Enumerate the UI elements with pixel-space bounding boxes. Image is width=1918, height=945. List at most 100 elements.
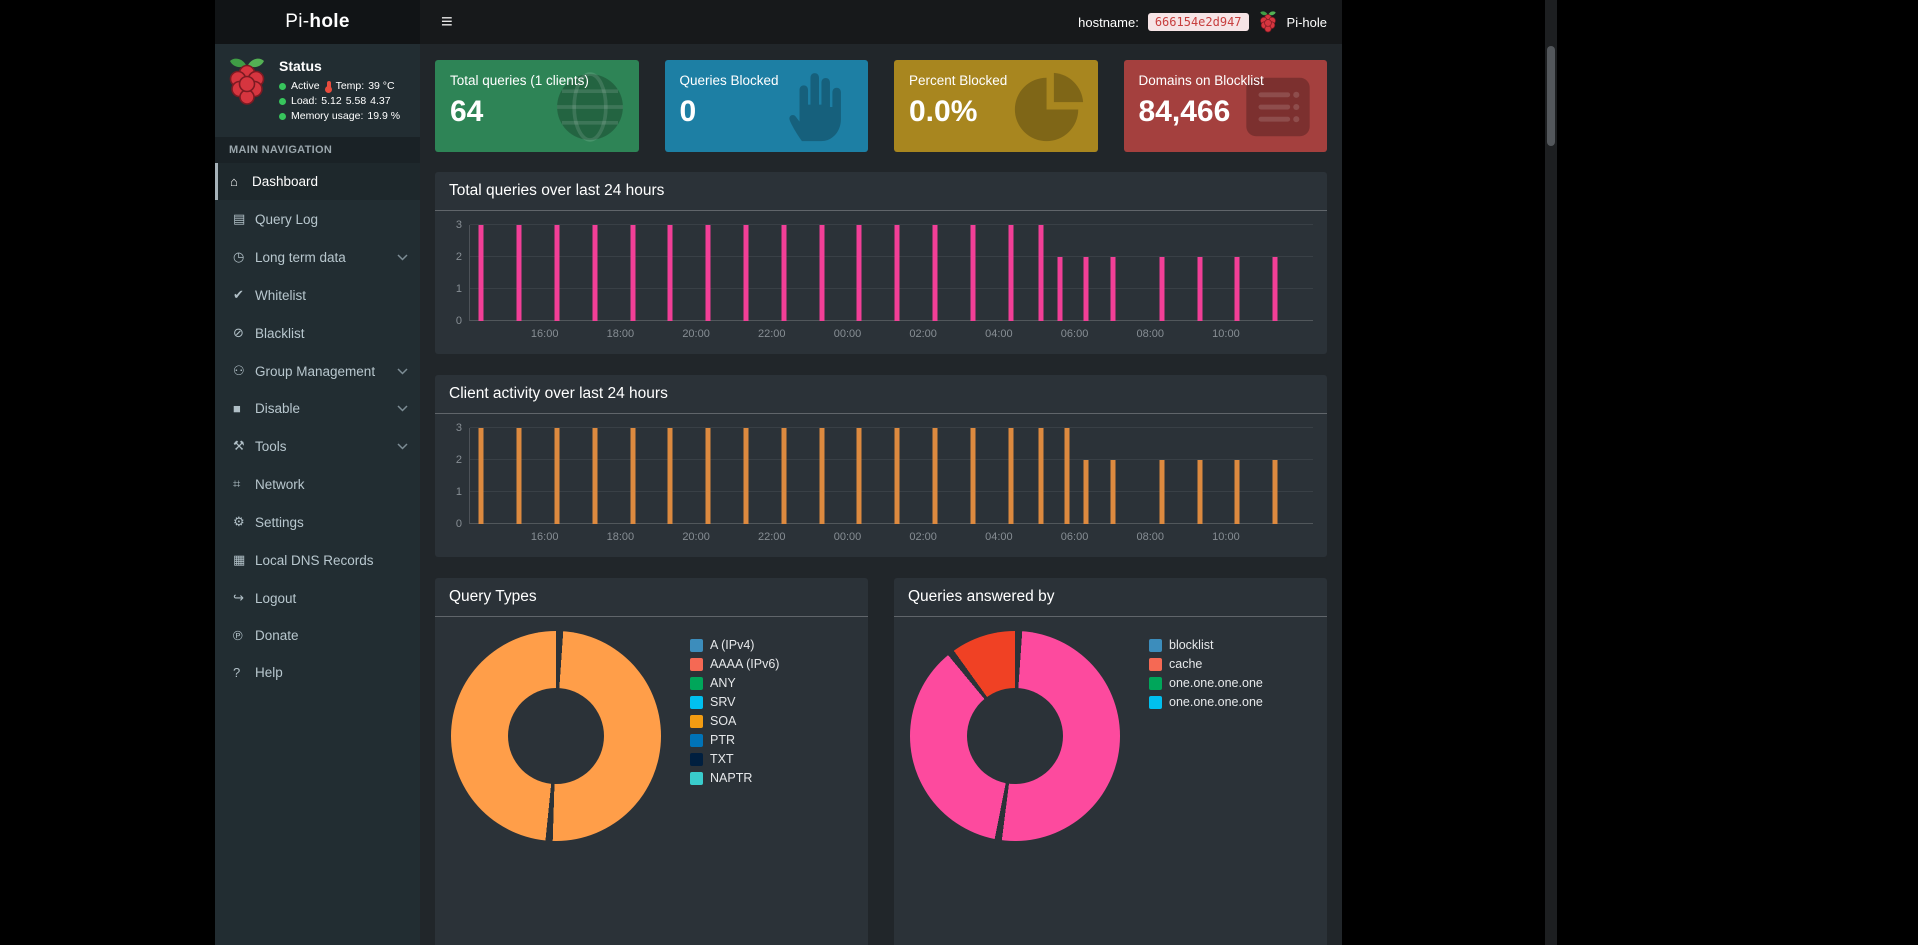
query-bar[interactable] [516, 225, 522, 321]
total-queries-plot[interactable]: 0 1 2 3 [456, 219, 1313, 327]
query-bar[interactable] [970, 428, 976, 524]
y-tick-label: 3 [455, 219, 462, 231]
query-bar[interactable] [1159, 460, 1165, 524]
total-queries-chart[interactable]: 0 1 2 3 16:00 18:00 20:00 22:00 00:00 02:00 04:00… [435, 211, 1327, 354]
sidebar-item-blacklist[interactable]: ⊘ Blacklist [215, 314, 420, 352]
sidebar-item-tools[interactable]: ⚒ Tools [215, 427, 420, 465]
sidebar-item-group-management[interactable]: ⚇ Group Management [215, 352, 420, 390]
sidebar-item-donate[interactable]: ℗ Donate [215, 617, 420, 654]
query-bar[interactable] [1234, 257, 1240, 321]
query-bar[interactable] [554, 225, 560, 321]
query-bar[interactable] [781, 225, 787, 321]
sidebar-item-long-term-data[interactable]: ◷ Long term data [215, 238, 420, 276]
query-bar[interactable] [1008, 225, 1014, 321]
queries-answered-donut[interactable] [910, 631, 1120, 841]
query-bar[interactable] [1038, 428, 1044, 524]
legend-item-one-one-one-one[interactable]: one.one.one.one [1149, 676, 1315, 690]
scrollbar-thumb[interactable] [1547, 46, 1555, 146]
query-bar[interactable] [743, 428, 749, 524]
legend-item-cache[interactable]: cache [1149, 657, 1315, 671]
card-value: 0.0% [909, 95, 978, 128]
sidebar-item-local-dns-records[interactable]: ▦ Local DNS Records [215, 541, 420, 579]
query-bar[interactable] [630, 225, 636, 321]
query-bar[interactable] [894, 225, 900, 321]
logo[interactable]: Pi-hole [215, 0, 420, 44]
legend-item-txt[interactable]: TXT [690, 752, 856, 766]
query-bar[interactable] [856, 428, 862, 524]
query-bar[interactable] [592, 225, 598, 321]
queries-blocked-card[interactable]: Queries Blocked 0 [664, 60, 868, 152]
queries-answered-donut-wrap [906, 629, 1149, 841]
query-bar[interactable] [856, 225, 862, 321]
query-bar[interactable] [1038, 225, 1044, 321]
sidebar-item-query-log[interactable]: ▤ Query Log [215, 200, 420, 238]
sidebar-item-help[interactable]: ? Help [215, 654, 420, 691]
legend-item-aaaa-ipv6[interactable]: AAAA (IPv6) [690, 657, 856, 671]
query-bar[interactable] [932, 428, 938, 524]
status-dot-icon [279, 97, 286, 105]
sidebar-item-whitelist[interactable]: ✔ Whitelist [215, 276, 420, 314]
total-queries-card[interactable]: Total queries (1 clients) 64 [435, 60, 639, 152]
brand-label[interactable]: Pi-hole [1286, 14, 1327, 30]
query-bar[interactable] [819, 225, 825, 321]
scrollbar[interactable] [1545, 0, 1557, 945]
query-bar[interactable] [781, 428, 787, 524]
query-bar[interactable] [705, 428, 711, 524]
query-bar[interactable] [1272, 460, 1278, 524]
query-bar[interactable] [1083, 460, 1089, 524]
query-bar[interactable] [1272, 257, 1278, 321]
legend-item-any[interactable]: ANY [690, 676, 856, 690]
query-bar[interactable] [1110, 460, 1116, 524]
query-bar[interactable] [1234, 460, 1240, 524]
query-bar[interactable] [1159, 257, 1165, 321]
sidebar-item-dashboard[interactable]: ⌂ Dashboard [215, 163, 420, 200]
query-bar[interactable] [819, 428, 825, 524]
client-activity-plot[interactable]: 0 1 2 3 [456, 422, 1313, 530]
query-bar[interactable] [1064, 428, 1070, 524]
query-bar[interactable] [1197, 460, 1203, 524]
query-bar[interactable] [894, 428, 900, 524]
legend-item-soa[interactable]: SOA [690, 714, 856, 728]
query-bar[interactable] [478, 225, 484, 321]
query-bar[interactable] [1197, 257, 1203, 321]
legend-item-ptr[interactable]: PTR [690, 733, 856, 747]
hamburger-menu-icon[interactable]: ≡ [441, 11, 453, 33]
query-bar[interactable] [1008, 428, 1014, 524]
query-bar[interactable] [554, 428, 560, 524]
status-dot-icon [279, 82, 286, 90]
query-bar[interactable] [743, 225, 749, 321]
legend-item-blocklist[interactable]: blocklist [1149, 638, 1315, 652]
navbar: ≡ hostname: 666154e2d947 [420, 0, 1342, 44]
query-bar[interactable] [478, 428, 484, 524]
file-lines-icon: ▤ [233, 211, 246, 226]
query-bar[interactable] [592, 428, 598, 524]
legend-item-naptr[interactable]: NAPTR [690, 771, 856, 785]
sidebar-item-label: Long term data [255, 249, 346, 265]
legend-item-srv[interactable]: SRV [690, 695, 856, 709]
sidebar-item-label: Tools [255, 438, 287, 454]
legend-item-a-ipv4[interactable]: A (IPv4) [690, 638, 856, 652]
query-bar[interactable] [1057, 257, 1063, 321]
pihole-logo-icon[interactable] [1258, 10, 1278, 34]
query-bar[interactable] [630, 428, 636, 524]
domains-blocklist-card[interactable]: Domains on Blocklist 84,466 [1123, 60, 1327, 152]
sidebar-item-settings[interactable]: ⚙ Settings [215, 503, 420, 541]
sidebar-item-disable[interactable]: ■ Disable [215, 390, 420, 427]
x-tick-label: 00:00 [833, 531, 862, 543]
query-types-donut[interactable] [451, 631, 661, 841]
panel-title: Client activity over last 24 hours [435, 375, 1327, 414]
query-bar[interactable] [705, 225, 711, 321]
query-bar[interactable] [1083, 257, 1089, 321]
query-bar[interactable] [667, 225, 673, 321]
sidebar-item-network[interactable]: ⌗ Network [215, 465, 420, 503]
query-bar[interactable] [932, 225, 938, 321]
sidebar-item-logout[interactable]: ↪ Logout [215, 579, 420, 617]
query-bar[interactable] [970, 225, 976, 321]
query-bar[interactable] [667, 428, 673, 524]
query-bar[interactable] [516, 428, 522, 524]
client-activity-chart[interactable]: 0 1 2 3 16:00 18:00 20:00 22:00 00:00 02:00 04:00… [435, 414, 1327, 557]
legend-item-one-one-one-one[interactable]: one.one.one.one [1149, 695, 1315, 709]
x-tick-label: 08:00 [1136, 531, 1165, 543]
query-bar[interactable] [1110, 257, 1116, 321]
percent-blocked-card[interactable]: Percent Blocked 0.0% [894, 60, 1098, 152]
